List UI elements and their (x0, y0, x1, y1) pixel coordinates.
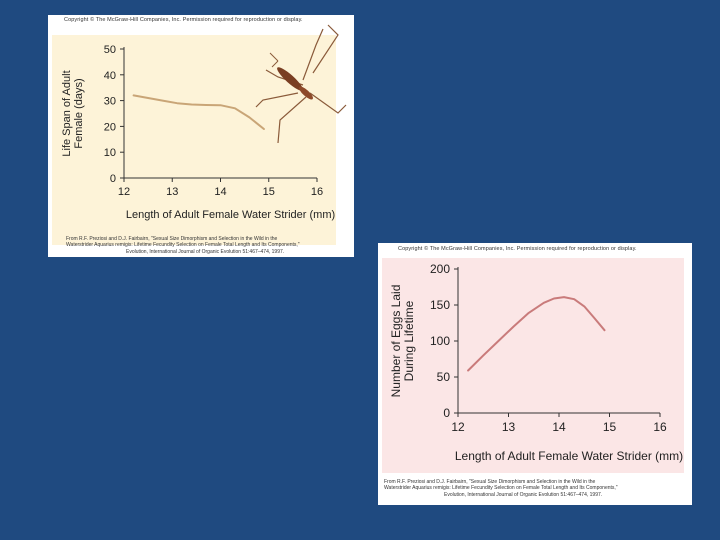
y-tick-label: 40 (104, 70, 116, 82)
x-tick-label: 15 (263, 186, 275, 198)
series-line (467, 296, 606, 372)
x-tick-label: 12 (118, 186, 130, 198)
y-axis-label: Female (days) (73, 78, 85, 148)
y-tick-label: 200 (430, 262, 450, 276)
x-tick-label: 16 (311, 186, 323, 198)
lifespan-chart: 0 10 20 30 40 50 12 13 14 15 16 Length of Adult Fem… (61, 24, 347, 221)
x-axis-label: Length of Adult Female Water Strider (mm… (455, 449, 683, 463)
y-axis-label: Life Span of Adult (61, 70, 73, 156)
y-axis-label: Number of Eggs Laid (389, 285, 403, 398)
y-tick-label: 100 (430, 334, 450, 348)
strider-leg (255, 92, 299, 108)
chart-panel (382, 258, 684, 473)
water-strider-illustration (255, 24, 347, 144)
series-line (132, 94, 265, 130)
y-tick-label: 20 (104, 121, 116, 133)
y-tick-label: 50 (437, 370, 451, 384)
y-tick-label: 150 (430, 298, 450, 312)
citation: From R.F. Preziosi and D.J. Fairbairn, "… (384, 479, 684, 498)
citation-line: From R.F. Preziosi and D.J. Fairbairn, "… (66, 236, 278, 242)
x-tick-label: 13 (502, 420, 516, 434)
y-tick-label: 30 (104, 96, 116, 108)
y-tick-label: 10 (104, 147, 116, 159)
strider-leg (302, 28, 324, 81)
citation-line: Evolution, International Journal of Orga… (126, 248, 285, 255)
figure-lifespan: Copyright © The McGraw-Hill Companies, I… (48, 15, 354, 257)
strider-antenna (271, 60, 279, 68)
plot-area: 0 10 20 30 40 50 12 13 14 15 16 Length of Adult Fem… (61, 44, 335, 221)
strider-body (277, 67, 303, 91)
citation-line: Waterstrider Aquarius remigis: Lifetime … (384, 485, 618, 492)
x-axis-label: Length of Adult Female Water Strider (mm… (126, 209, 335, 221)
x-tick-label: 12 (451, 420, 465, 434)
x-tick-label: 15 (603, 420, 617, 434)
y-tick-label: 0 (110, 173, 116, 185)
x-tick-label: 16 (653, 420, 667, 434)
chart-panel (52, 35, 336, 245)
strider-leg (309, 92, 347, 114)
strider-antenna (269, 52, 279, 62)
citation-line: From R.F. Preziosi and D.J. Fairbairn, "… (384, 479, 596, 485)
x-tick-label: 14 (214, 186, 226, 198)
eggs-chart: 0 50 100 150 200 12 13 14 15 16 Length of Adult Fe… (389, 262, 683, 463)
strider-leg (277, 96, 307, 144)
x-tick-label: 14 (552, 420, 566, 434)
plot-area: 0 50 100 150 200 12 13 14 15 16 Length of Adult Fe… (389, 262, 683, 463)
citation-line: Waterstrider Aquarius remigis: Lifetime … (66, 242, 300, 249)
strider-body (299, 86, 313, 100)
y-axis-label: During Lifetime (402, 300, 416, 381)
strider-leg (312, 24, 339, 74)
x-tick-label: 13 (166, 186, 178, 198)
copyright-notice: Copyright © The McGraw-Hill Companies, I… (64, 17, 303, 23)
citation: From R.F. Preziosi and D.J. Fairbairn, "… (66, 236, 351, 255)
figure-eggs: Copyright © The McGraw-Hill Companies, I… (378, 243, 692, 505)
citation-line: Evolution, International Journal of Orga… (444, 491, 603, 498)
y-tick-label: 0 (443, 406, 450, 420)
y-tick-label: 50 (104, 44, 116, 56)
copyright-notice: Copyright © The McGraw-Hill Companies, I… (398, 246, 637, 252)
